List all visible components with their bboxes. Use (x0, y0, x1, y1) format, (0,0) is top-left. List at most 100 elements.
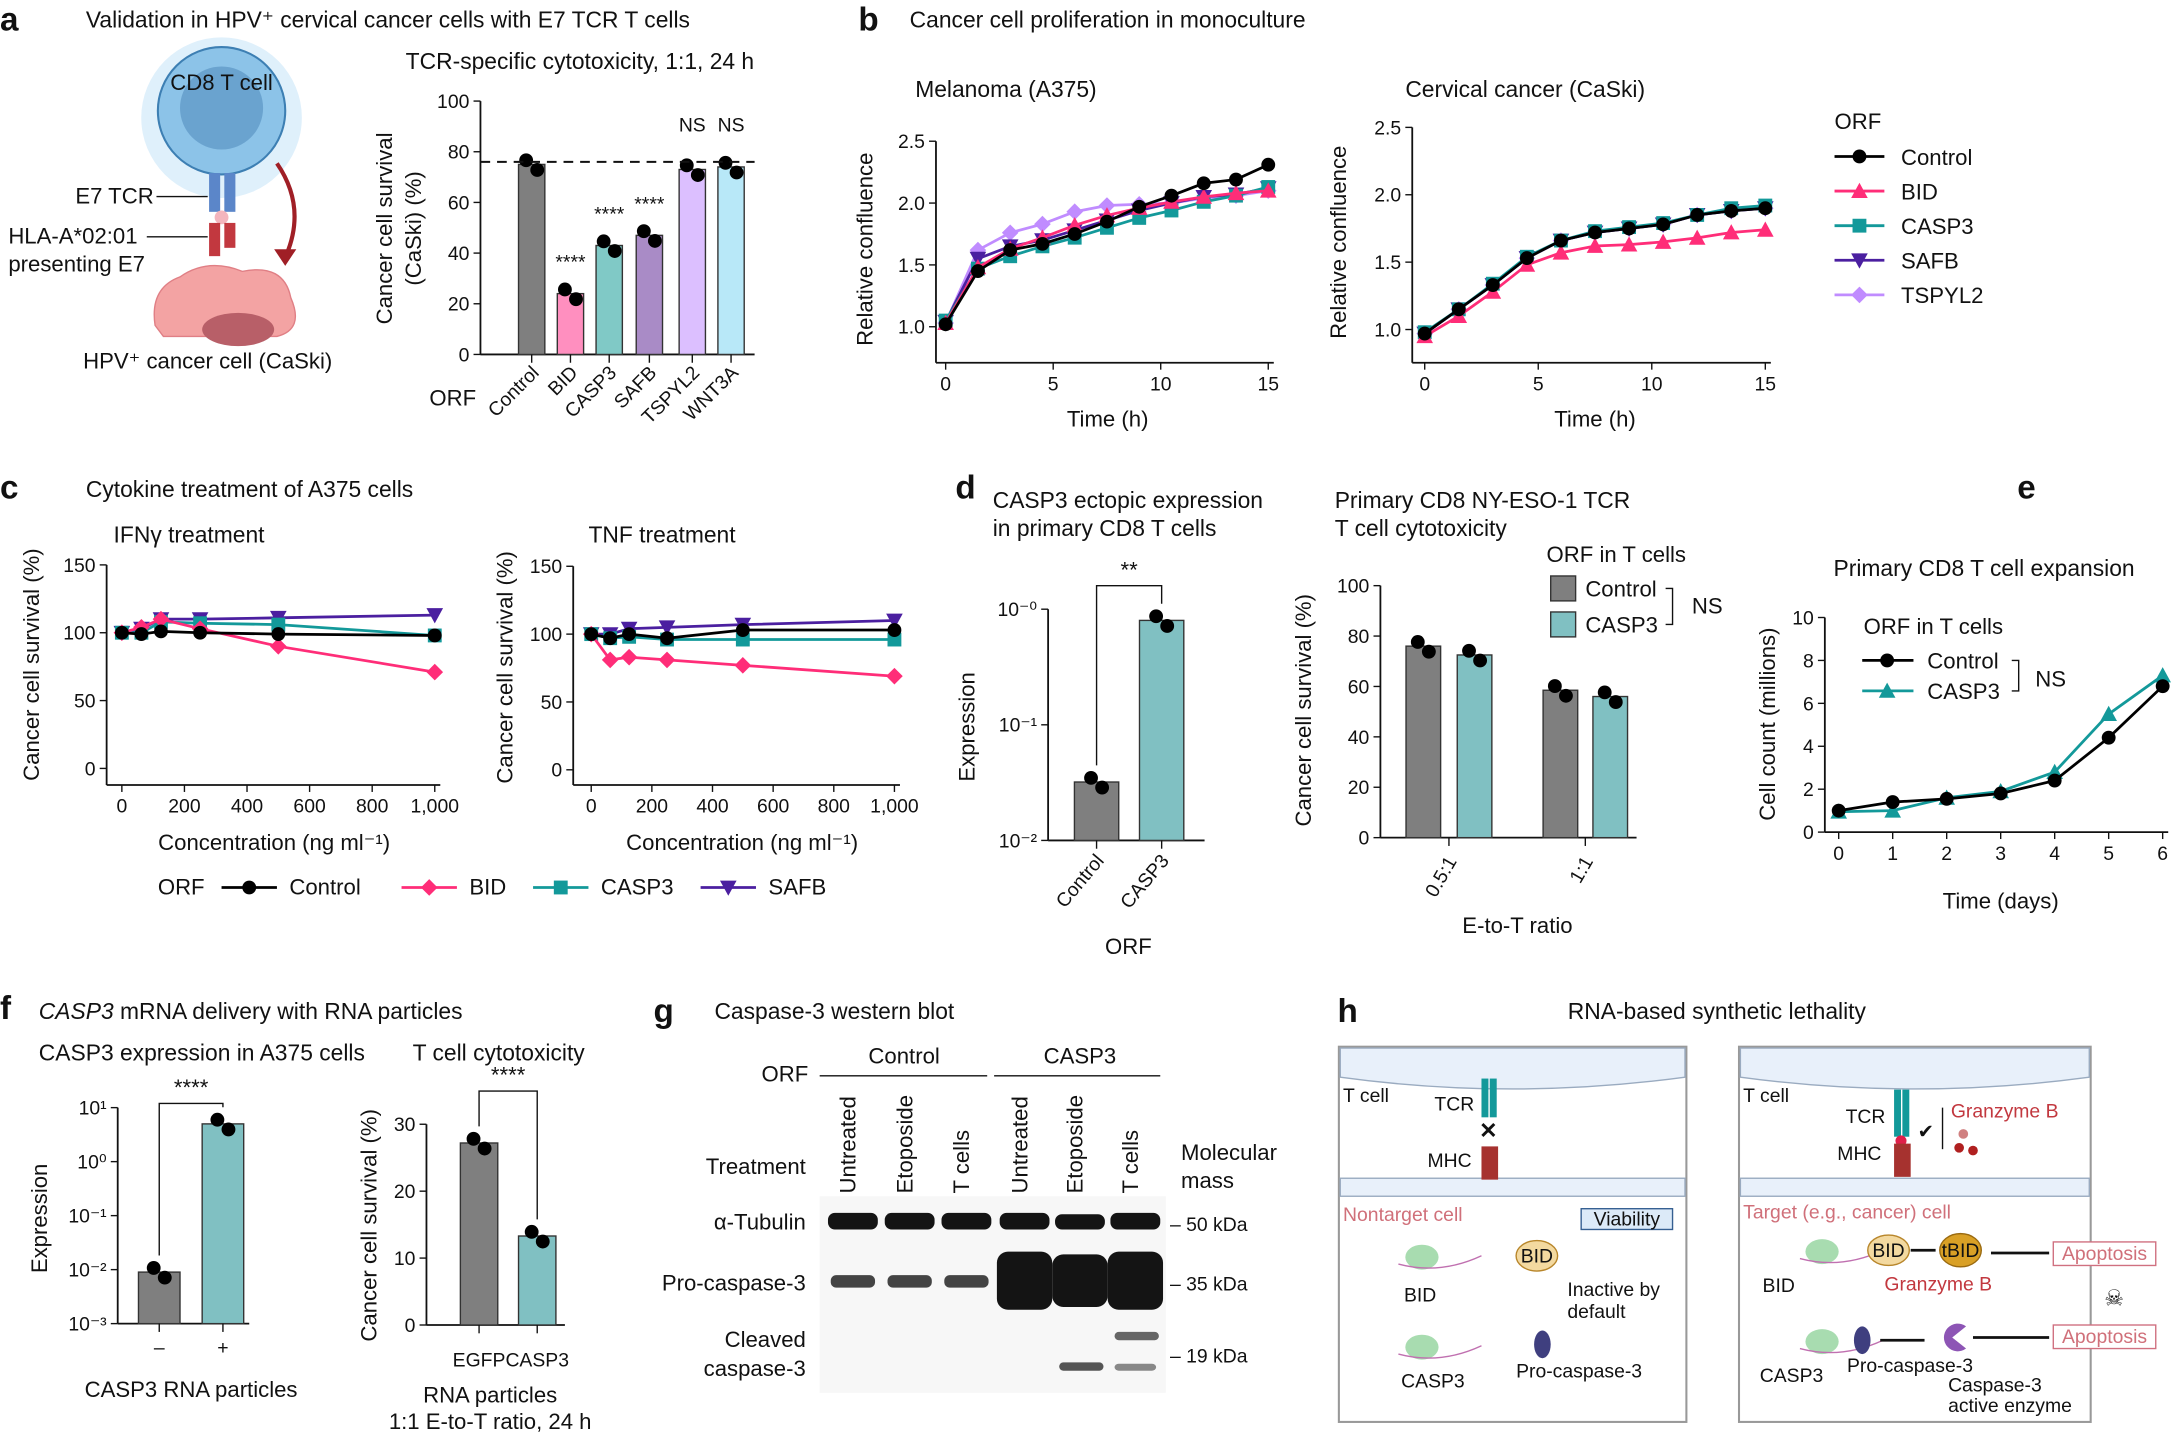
significance-bracket (478, 1090, 538, 1220)
chart-4: 0 50 100 150 Cancer cell survival (%) Concent… (492, 551, 919, 855)
legend-label: BID (1901, 179, 1938, 204)
legend-marker (719, 880, 737, 896)
y-tick-label: 10⁻⁰ (997, 599, 1037, 621)
y-tick-label: 150 (63, 555, 96, 577)
x-tick-label: 5 (1533, 373, 1544, 395)
legend-marker (420, 879, 438, 896)
data-point-BID (601, 651, 619, 669)
tcell-membrane (1739, 1047, 2090, 1090)
bid-protein-icon (1867, 1234, 1910, 1267)
replicate-point (729, 165, 744, 180)
panel-f-title-gene: CASP3 (39, 998, 114, 1024)
y-tick-label: 20 (394, 1181, 416, 1203)
bar-CASP3 (595, 244, 624, 356)
bar-0.5:1-CASP3 (1456, 654, 1493, 839)
y-axis-label: Expression (27, 1164, 52, 1274)
no-binding-x-icon: ✕ (1479, 1118, 1498, 1143)
y-tick-label: 100 (437, 91, 470, 113)
data-point-SAFB (886, 613, 903, 629)
x-tick-label: 15 (1257, 373, 1279, 395)
data-point-Control (970, 264, 985, 279)
replicate-point (524, 1224, 539, 1239)
replicate-point (1547, 679, 1562, 694)
replicate-point (647, 233, 662, 248)
x-axis-label: Concentration (ng ml⁻¹) (158, 830, 390, 855)
y-tick-label: 40 (448, 243, 470, 265)
blot-group-casp3: CASP3 (1044, 1043, 1117, 1068)
x-tick-label: EGFP (453, 1350, 506, 1372)
x-tick-label: + (217, 1337, 228, 1359)
replicate-point (690, 168, 705, 182)
active-enzyme-label: active enzyme (1948, 1395, 2072, 1417)
chart-8: 10⁻³ 10⁻² 10⁻¹ 10⁰ 10¹ Expression CASP3 RNA pa… (27, 1075, 297, 1402)
x-tick-label: 0 (1419, 373, 1430, 395)
band (1055, 1214, 1105, 1230)
granzyme-label: Granzyme B (1951, 1100, 2059, 1122)
y-axis-label: Relative confluence (1326, 146, 1351, 339)
legend-label: CASP3 (601, 874, 674, 899)
data-point-Control (1100, 214, 1114, 229)
significance-label: NS (718, 115, 745, 137)
y-tick-label: 1.5 (1374, 252, 1401, 274)
y-tick-label: 50 (74, 691, 96, 713)
data-point-Control (2155, 679, 2170, 694)
blot-title: Caspase-3 western blot (714, 998, 954, 1024)
significance-label: **** (634, 193, 665, 215)
tcr-icon (1481, 1078, 1489, 1118)
data-point-CASP3 (735, 632, 750, 647)
data-point-BID (1654, 233, 1672, 249)
y-tick-label: 10⁻² (999, 830, 1038, 852)
x-tick-label: 5 (1048, 373, 1059, 395)
mrna-icon (1799, 1339, 1884, 1354)
data-point-Control (622, 627, 637, 642)
x-tick-label: 10 (1641, 373, 1663, 395)
y-tick-label: 10¹ (79, 1098, 108, 1120)
data-point-BID (1195, 188, 1213, 204)
diagram-title: RNA-based synthetic lethality (1568, 998, 1867, 1024)
data-point-Control (1519, 251, 1534, 266)
data-point-Control (1622, 221, 1636, 236)
y-tick-label: 8 (1803, 650, 1814, 672)
granzyme-icon (1954, 1142, 1964, 1153)
legend-swatch (1550, 611, 1577, 638)
hla-label: HLA-A*02:01 (8, 224, 137, 249)
tbid-label: tBID (1942, 1240, 1980, 1262)
data-point-BID (1688, 229, 1706, 245)
data-point-Control (735, 623, 750, 637)
casp3-gene-label: CASP3 (1401, 1370, 1465, 1392)
data-point-Control (1993, 786, 2008, 801)
x-tick-label: 2 (1941, 843, 1952, 865)
mhc-label: MHC (1427, 1150, 1471, 1172)
x-tick-label: 0 (586, 796, 597, 818)
mhc-label: MHC (1837, 1143, 1881, 1165)
data-point-BID (1722, 224, 1740, 240)
legend-title: ORF (1835, 109, 1882, 134)
mhc-icon (1481, 1146, 1499, 1180)
row-label-tubulin: α-Tubulin (714, 1209, 806, 1234)
replicate-point (530, 163, 545, 177)
replicate-point (1597, 685, 1612, 700)
kill-arrowhead (274, 249, 297, 266)
data-point-BID (270, 637, 287, 655)
data-point-Control (427, 628, 442, 643)
significance-label: **** (174, 1075, 209, 1100)
target-box (1737, 1045, 2092, 1423)
replicate-point (1608, 695, 1623, 709)
band (884, 1212, 935, 1230)
chart-0: 0 20 40 60 80 100 Cancer cell survival (CaSki) … (372, 91, 755, 428)
data-point-TSPYL2 (1098, 197, 1116, 214)
tcell-label: T cell (1343, 1085, 1389, 1107)
bar-SAFB (635, 234, 664, 356)
significance-label: **** (594, 204, 625, 226)
x-tick-label: 3 (1995, 843, 2006, 865)
ribosome-icon (1805, 1329, 1839, 1355)
y-tick-label: 100 (63, 623, 96, 645)
data-point-Control (1554, 233, 1568, 248)
band (1110, 1212, 1161, 1230)
y-tick-label: 1.0 (898, 317, 925, 339)
tcell-membrane (1339, 1047, 1686, 1090)
y-tick-label: 10⁰ (77, 1152, 106, 1174)
legend-label: Control (1901, 145, 1972, 170)
hla-icon-2 (224, 222, 236, 248)
